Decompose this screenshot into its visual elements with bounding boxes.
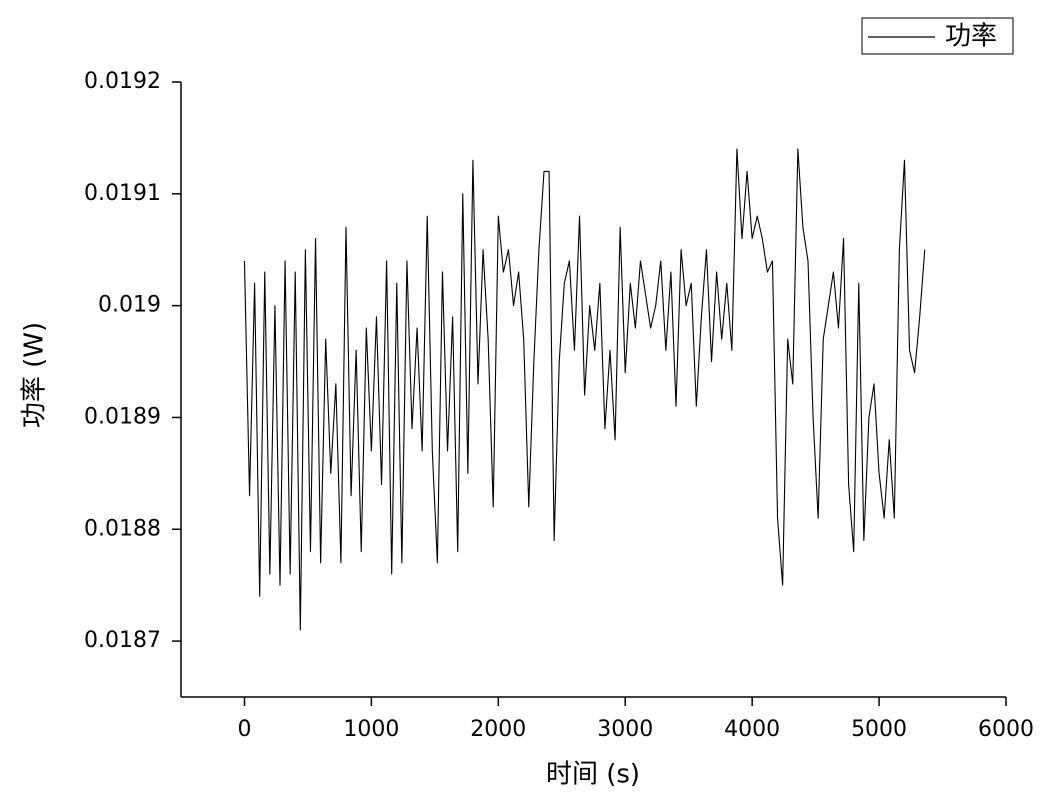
y-tick-label: 0.0188: [84, 516, 161, 541]
x-tick-label: 0: [237, 717, 251, 742]
x-tick-label: 3000: [597, 717, 653, 742]
data-line: [243, 148, 926, 631]
x-tick-label: 2000: [470, 717, 526, 742]
legend: 功率: [861, 17, 1014, 55]
x-tick-label: 5000: [851, 717, 907, 742]
x-axis-label: 时间 (s): [546, 760, 640, 790]
x-tick-label: 6000: [978, 717, 1034, 742]
x-tick-label: 4000: [724, 717, 780, 742]
y-tick-label: 0.019: [98, 293, 161, 318]
y-tick-label: 0.0189: [84, 404, 161, 429]
y-tick-label: 0.0192: [84, 69, 161, 94]
y-tick-label: 0.0187: [84, 628, 161, 653]
x-tick-label: 1000: [343, 717, 399, 742]
legend-box: [861, 17, 1014, 55]
legend-label: 功率: [945, 22, 997, 52]
y-tick-label: 0.0191: [84, 181, 161, 206]
y-axis-label: 功率 (W): [20, 322, 50, 428]
